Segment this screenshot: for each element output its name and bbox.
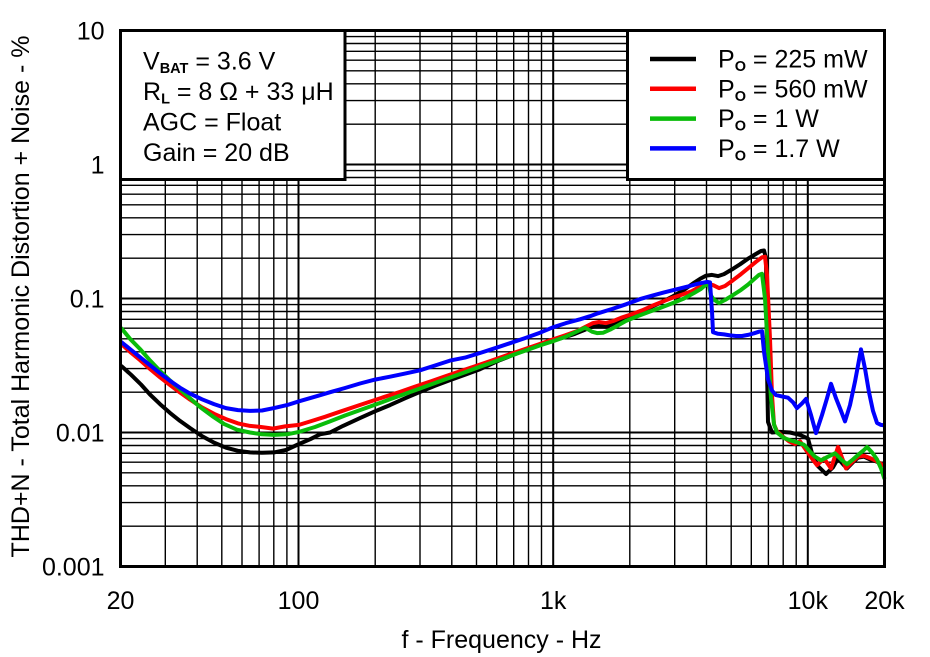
svg-text:PO = 1 W: PO = 1 W — [718, 105, 819, 135]
svg-text:0.001: 0.001 — [42, 554, 105, 582]
svg-text:1: 1 — [91, 152, 105, 180]
svg-text:THD+N - Total Harmonic Distort: THD+N - Total Harmonic Distortion + Nois… — [7, 36, 35, 558]
svg-text:Gain = 20 dB: Gain = 20 dB — [143, 139, 290, 167]
svg-text:20: 20 — [107, 587, 135, 615]
svg-text:PO = 225 mW: PO = 225 mW — [718, 46, 868, 76]
svg-text:f - Frequency - Hz: f - Frequency - Hz — [401, 626, 601, 654]
svg-text:10: 10 — [77, 18, 105, 46]
svg-text:100: 100 — [278, 587, 320, 615]
svg-text:20k: 20k — [864, 587, 905, 615]
svg-text:RL = 8 Ω + 33 μH: RL = 8 Ω + 33 μH — [143, 78, 334, 108]
svg-text:10k: 10k — [788, 587, 829, 615]
svg-text:AGC = Float: AGC = Float — [143, 109, 281, 137]
svg-text:0.1: 0.1 — [70, 286, 105, 314]
svg-text:0.01: 0.01 — [56, 420, 105, 448]
svg-text:1k: 1k — [540, 587, 567, 615]
